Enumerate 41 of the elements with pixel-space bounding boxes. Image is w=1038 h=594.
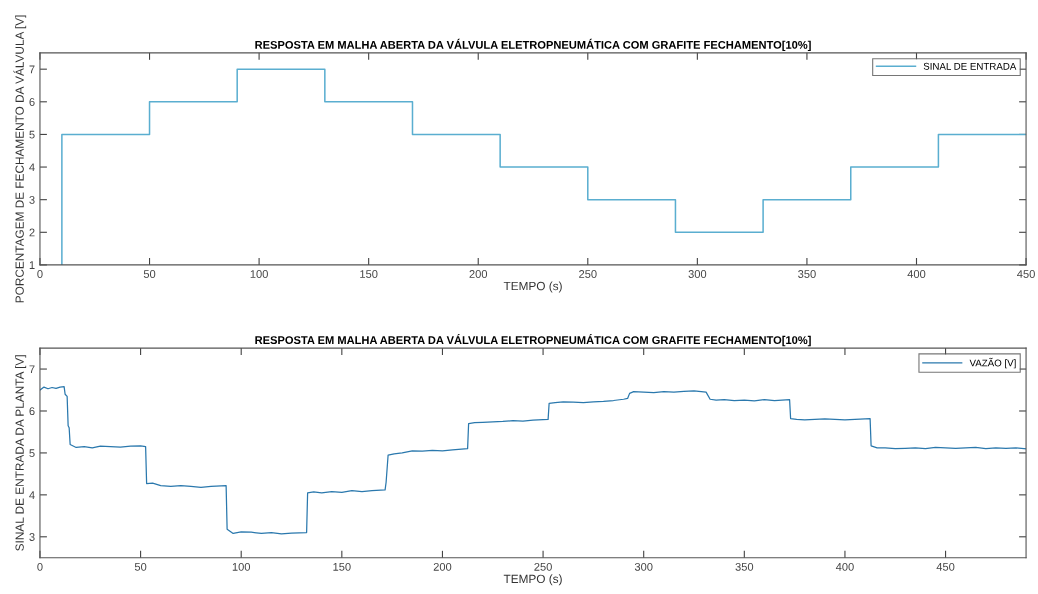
- y-axis-title: SINAL DE ENTRADA DA PLANTA [V]: [15, 355, 27, 551]
- x-tick-label: 450: [936, 562, 955, 571]
- y-axis-title: PORCENTAGEM DE FECHAMENTO DA VÁLVULA [V]: [13, 15, 27, 303]
- x-tick-label: 200: [469, 270, 488, 278]
- x-tick-label: 150: [333, 562, 351, 571]
- y-tick-label: 7: [29, 365, 35, 374]
- x-tick-label: 0: [37, 562, 43, 571]
- x-tick-label: 350: [798, 270, 816, 278]
- y-tick-label: 1: [29, 261, 35, 269]
- y-tick-label: 3: [29, 195, 35, 204]
- x-axis-title: TEMPO (s): [503, 281, 562, 293]
- x-tick-label: 250: [534, 562, 552, 571]
- x-axis-title: TEMPO (s): [503, 574, 562, 586]
- legend-label: SINAL DE ENTRADA: [923, 62, 1017, 70]
- y-tick-label: 5: [29, 130, 35, 139]
- x-tick-label: 300: [634, 562, 653, 571]
- x-tick-label: 450: [1017, 270, 1035, 278]
- x-tick-label: 300: [688, 270, 707, 278]
- x-tick-label: 400: [835, 562, 854, 571]
- y-tick-label: 7: [29, 65, 35, 74]
- y-tick-label: 5: [29, 449, 35, 458]
- legend-label: VAZÃO [V]: [969, 357, 1016, 369]
- y-tick-label: 6: [29, 98, 35, 106]
- y-tick-label: 2: [29, 228, 35, 237]
- y-tick-label: 3: [29, 533, 35, 541]
- line-series: [39, 386, 1027, 535]
- x-tick-label: 50: [134, 562, 147, 571]
- x-tick-label: 50: [143, 270, 156, 278]
- x-tick-label: 400: [907, 270, 926, 278]
- x-tick-label: 100: [232, 562, 251, 571]
- x-tick-label: 350: [735, 562, 754, 571]
- x-tick-label: 0: [37, 270, 43, 278]
- chart-title: RESPOSTA EM MALHA ABERTA DA VÁLVULA ELETROPNEUMÁTICA COM GRAFITE FECHAMENTO[10%]: [255, 38, 811, 51]
- y-tick-label: 4: [29, 163, 35, 172]
- y-tick-label: 4: [29, 491, 35, 499]
- y-tick-label: 6: [29, 407, 35, 416]
- x-tick-label: 100: [250, 270, 268, 278]
- x-tick-label: 250: [579, 270, 597, 278]
- chart-title: RESPOSTA EM MALHA ABERTA DA VÁLVULA ELETROPNEUMÁTICA COM GRAFITE FECHAMENTO[10%]: [255, 334, 811, 347]
- x-tick-label: 150: [360, 270, 378, 278]
- x-tick-label: 200: [433, 562, 452, 571]
